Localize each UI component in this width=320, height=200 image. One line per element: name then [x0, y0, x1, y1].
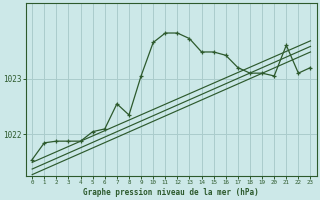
- X-axis label: Graphe pression niveau de la mer (hPa): Graphe pression niveau de la mer (hPa): [84, 188, 259, 197]
